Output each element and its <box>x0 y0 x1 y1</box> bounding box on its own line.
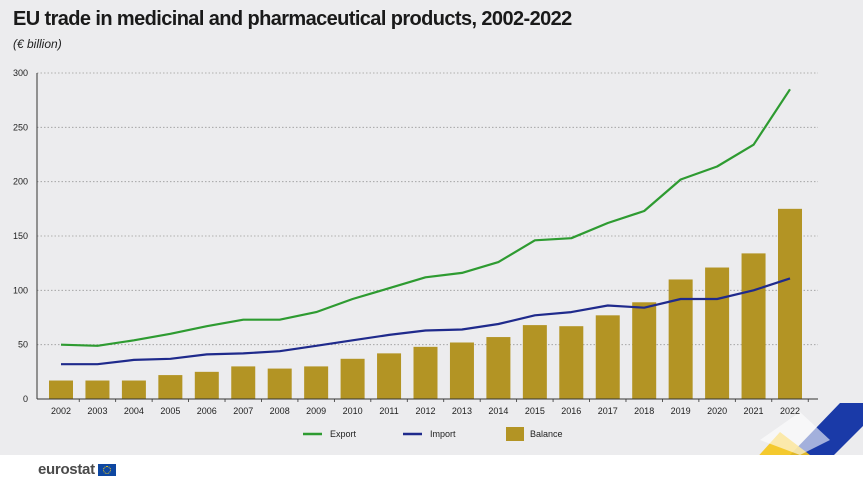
export-line <box>60 88 791 347</box>
eurostat-logo[interactable]: eurostat <box>38 461 116 478</box>
y-tick-label: 250 <box>13 122 28 132</box>
x-tick-label: 2017 <box>598 406 618 416</box>
gridlines <box>37 72 818 346</box>
balance-bar-2015 <box>522 325 547 399</box>
balance-bar-2010 <box>340 358 365 399</box>
balance-bar-2005 <box>158 375 183 399</box>
legend-item-balance: Balance <box>506 427 563 441</box>
balance-bar-2018 <box>632 302 657 399</box>
x-tick-label: 2018 <box>634 406 654 416</box>
balance-bar-2013 <box>449 342 474 399</box>
legend-label: Import <box>430 429 456 439</box>
balance-bar-2019 <box>668 279 693 399</box>
x-axis-ticks: 2002 2003 2004 2005 2006 2007 2008 2009 2010 2011… <box>51 406 800 416</box>
chart-panel: EU trade in medicinal and pharmaceutical… <box>0 0 863 455</box>
legend-item-import: Import <box>403 429 456 439</box>
x-tick-label: 2007 <box>233 406 253 416</box>
y-tick-label: 150 <box>13 231 28 241</box>
x-tick-label: 2016 <box>561 406 581 416</box>
deco-white-stripe <box>760 412 830 455</box>
balance-bar-2009 <box>304 366 329 399</box>
balance-bar-2007 <box>231 366 256 399</box>
balance-bar-2004 <box>121 380 146 399</box>
balance-bar-2012 <box>413 346 438 399</box>
balance-bar-2017 <box>595 315 620 399</box>
logo-text: eurostat <box>38 461 95 478</box>
x-tick-label: 2014 <box>488 406 508 416</box>
x-tick-label: 2010 <box>343 406 363 416</box>
footer: eurostat <box>0 455 863 486</box>
balance-bar-2020 <box>705 267 730 399</box>
y-tick-label: 0 <box>23 394 28 404</box>
y-tick-label: 300 <box>13 68 28 78</box>
x-tick-label: 2020 <box>707 406 727 416</box>
balance-bars <box>49 208 802 399</box>
x-tick-label: 2002 <box>51 406 71 416</box>
balance-bar-2016 <box>559 326 584 399</box>
x-tick-label: 2006 <box>197 406 217 416</box>
chart-title: EU trade in medicinal and pharmaceutical… <box>13 8 572 30</box>
x-tick-label: 2021 <box>744 406 764 416</box>
balance-bar-2014 <box>486 337 511 399</box>
series-lines <box>60 88 791 366</box>
x-tick-label: 2012 <box>415 406 435 416</box>
legend-swatch-balance <box>506 427 524 441</box>
x-tick-label: 2022 <box>780 406 800 416</box>
x-tick-label: 2003 <box>87 406 107 416</box>
balance-bar-2003 <box>85 380 110 399</box>
decorative-corner-graphic <box>759 403 863 455</box>
x-tick-label: 2015 <box>525 406 545 416</box>
legend-item-export: Export <box>303 429 357 439</box>
import-line <box>61 277 791 366</box>
x-tick-label: 2013 <box>452 406 472 416</box>
x-tick-label: 2008 <box>270 406 290 416</box>
legend: Export Import Balance <box>303 427 563 441</box>
axes <box>36 73 818 402</box>
x-tick-label: 2005 <box>160 406 180 416</box>
x-tick-label: 2009 <box>306 406 326 416</box>
x-tick-label: 2019 <box>671 406 691 416</box>
balance-bar-2008 <box>267 368 292 399</box>
balance-bar-2002 <box>49 380 73 399</box>
y-tick-label: 50 <box>18 340 28 350</box>
balance-bar-2021 <box>741 253 766 399</box>
chart-subtitle: (€ billion) <box>13 37 62 51</box>
eu-flag-icon <box>97 463 116 476</box>
legend-label: Export <box>330 429 357 439</box>
y-axis-ticks: 0 50 100 150 200 250 300 <box>13 68 28 404</box>
x-tick-label: 2011 <box>379 406 398 416</box>
balance-bar-2011 <box>377 353 402 399</box>
x-tick-label: 2004 <box>124 406 144 416</box>
balance-bar-2022 <box>778 208 802 399</box>
y-tick-label: 200 <box>13 177 28 187</box>
y-tick-label: 100 <box>13 285 28 295</box>
legend-label: Balance <box>530 429 563 439</box>
balance-bar-2006 <box>194 371 219 399</box>
